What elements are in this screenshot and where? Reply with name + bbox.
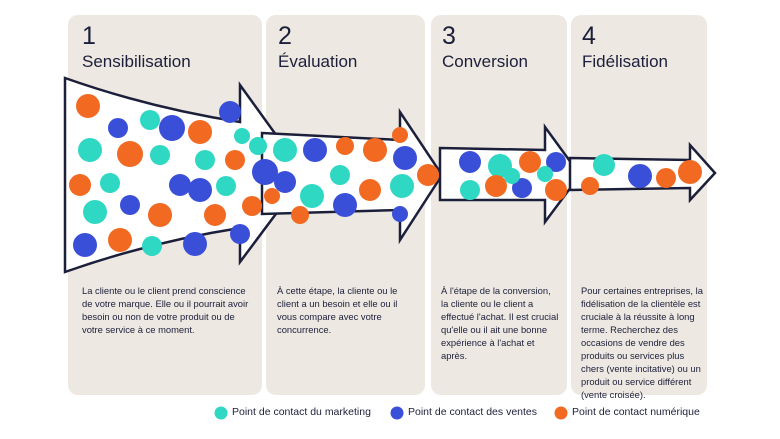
touchpoint-dot bbox=[656, 168, 676, 188]
touchpoint-dot bbox=[546, 152, 566, 172]
touchpoint-dot bbox=[78, 138, 102, 162]
touchpoint-dot bbox=[545, 179, 567, 201]
stage-panel bbox=[571, 15, 707, 395]
touchpoint-dot bbox=[390, 174, 414, 198]
touchpoint-dot bbox=[512, 178, 532, 198]
stage-number: 1 bbox=[82, 22, 96, 50]
touchpoint-dot bbox=[359, 179, 381, 201]
touchpoint-dot bbox=[274, 171, 296, 193]
stage-text: À l'étape de la conversion, la cliente o… bbox=[441, 285, 559, 361]
touchpoint-dot bbox=[392, 127, 408, 143]
touchpoint-dot bbox=[140, 110, 160, 130]
touchpoint-dot bbox=[204, 204, 226, 226]
touchpoint-dot bbox=[219, 101, 241, 123]
stage-title: Évaluation bbox=[278, 52, 358, 71]
legend-label: Point de contact numérique bbox=[572, 406, 700, 418]
touchpoint-dot bbox=[678, 160, 702, 184]
touchpoint-dot bbox=[76, 94, 100, 118]
touchpoint-dot bbox=[330, 165, 350, 185]
stage-text: À cette étape, la cliente ou le client a… bbox=[277, 285, 398, 335]
touchpoint-dot bbox=[300, 184, 324, 208]
touchpoint-dot bbox=[242, 196, 262, 216]
touchpoint-dot bbox=[120, 195, 140, 215]
touchpoint-dot bbox=[252, 159, 278, 185]
touchpoint-dot bbox=[336, 137, 354, 155]
touchpoint-dot bbox=[291, 206, 309, 224]
stage-number: 2 bbox=[278, 22, 292, 50]
touchpoint-dot bbox=[264, 188, 280, 204]
touchpoint-dot bbox=[188, 178, 212, 202]
stage-title: Fidélisation bbox=[582, 52, 668, 71]
touchpoint-dot bbox=[142, 236, 162, 256]
touchpoint-dot bbox=[581, 177, 599, 195]
touchpoint-dot bbox=[108, 118, 128, 138]
stage-text: Pour certaines entreprises, la fidélisat… bbox=[581, 285, 703, 400]
touchpoint-dot bbox=[460, 180, 480, 200]
touchpoint-dot bbox=[393, 146, 417, 170]
legend-label: Point de contact du marketing bbox=[232, 406, 371, 418]
touchpoint-dot bbox=[363, 138, 387, 162]
touchpoint-dot bbox=[303, 138, 327, 162]
touchpoint-dot bbox=[150, 145, 170, 165]
legend-label: Point de contact des ventes bbox=[408, 406, 537, 418]
touchpoint-dot bbox=[169, 174, 191, 196]
touchpoint-dot bbox=[249, 137, 267, 155]
touchpoint-dot bbox=[504, 168, 520, 184]
touchpoint-dot bbox=[225, 150, 245, 170]
touchpoint-dot bbox=[216, 176, 236, 196]
touchpoint-dot bbox=[73, 233, 97, 257]
stage-title: Conversion bbox=[442, 52, 528, 71]
touchpoint-dot bbox=[519, 151, 541, 173]
touchpoint-dot bbox=[100, 173, 120, 193]
touchpoint-dot bbox=[195, 150, 215, 170]
touchpoint-dot bbox=[392, 206, 408, 222]
touchpoint-dot bbox=[593, 154, 615, 176]
touchpoint-dot bbox=[148, 203, 172, 227]
touchpoint-dot bbox=[108, 228, 132, 252]
touchpoint-dot bbox=[83, 200, 107, 224]
touchpoint-dot bbox=[333, 193, 357, 217]
stage-text: La cliente ou le client prend conscience… bbox=[82, 285, 249, 335]
touchpoint-dot bbox=[188, 120, 212, 144]
touchpoint-dot bbox=[537, 166, 553, 182]
touchpoint-dot bbox=[230, 224, 250, 244]
touchpoint-dot bbox=[159, 115, 185, 141]
stage-title: Sensibilisation bbox=[82, 52, 191, 71]
touchpoint-dot bbox=[117, 141, 143, 167]
stage-number: 4 bbox=[582, 22, 596, 50]
touchpoint-dot bbox=[417, 164, 439, 186]
touchpoint-dot bbox=[628, 164, 652, 188]
touchpoint-dot bbox=[459, 151, 481, 173]
touchpoint-dot bbox=[183, 232, 207, 256]
touchpoint-dot bbox=[234, 128, 250, 144]
touchpoint-dot bbox=[69, 174, 91, 196]
stage-number: 3 bbox=[442, 22, 456, 50]
touchpoint-dot bbox=[485, 175, 507, 197]
touchpoint-dot bbox=[273, 138, 297, 162]
